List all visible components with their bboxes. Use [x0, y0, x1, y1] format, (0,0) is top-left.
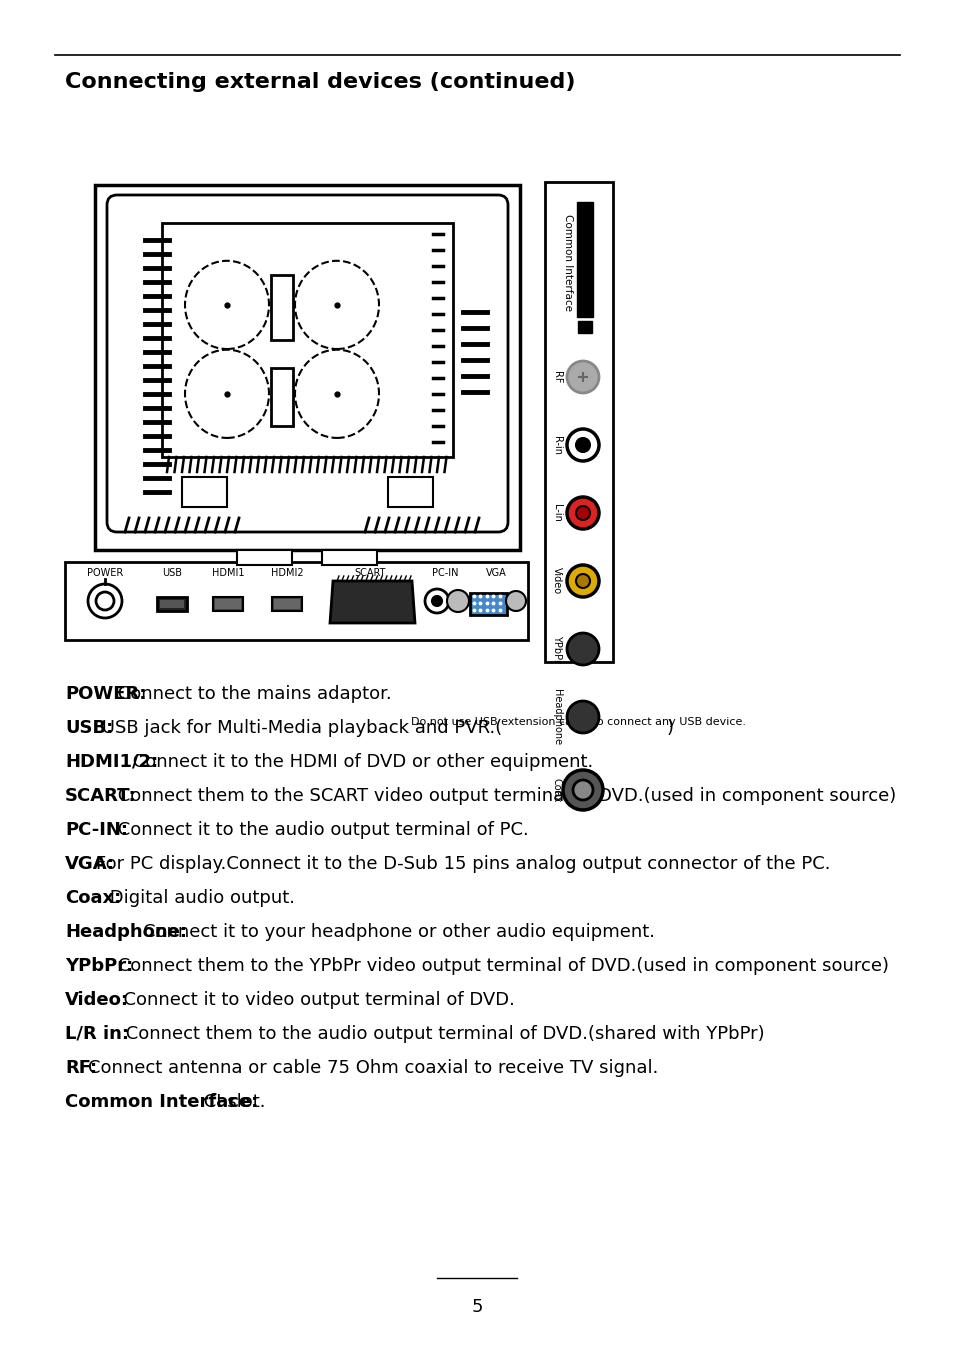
Circle shape [96, 593, 113, 610]
Bar [272, 597, 302, 612]
Text: L/R in:: L/R in: [65, 1025, 129, 1044]
Circle shape [88, 585, 122, 618]
Text: ): ) [665, 720, 673, 737]
Text: 5: 5 [471, 1297, 482, 1316]
Text: SCART:: SCART: [65, 787, 136, 805]
Bar [271, 275, 293, 340]
Circle shape [432, 595, 441, 606]
Text: VGA: VGA [485, 568, 506, 578]
Text: USB:: USB: [65, 720, 113, 737]
Text: L-in: L-in [552, 504, 561, 522]
FancyBboxPatch shape [107, 194, 507, 532]
Circle shape [566, 429, 598, 460]
Bar [213, 597, 243, 612]
Bar [65, 562, 527, 640]
Ellipse shape [294, 261, 378, 350]
Circle shape [576, 506, 589, 520]
Text: RF:: RF: [65, 1058, 97, 1077]
Circle shape [566, 701, 598, 733]
Text: HDMI2: HDMI2 [271, 568, 303, 578]
Text: Coax: Coax [552, 778, 561, 802]
Bar [578, 321, 592, 333]
Text: Headphone: Headphone [552, 688, 561, 745]
Text: RF: RF [552, 371, 561, 383]
Text: USB: USB [162, 568, 182, 578]
Bar [95, 185, 519, 549]
Text: POWER: POWER [87, 568, 123, 578]
Text: Connect it to the HDMI of DVD or other equipment.: Connect it to the HDMI of DVD or other e… [128, 753, 593, 771]
Text: Do not use USB extension cable to connect any USB device.: Do not use USB extension cable to connec… [411, 717, 745, 728]
Text: Coax:: Coax: [65, 890, 121, 907]
Text: PC-IN:: PC-IN: [65, 821, 128, 838]
Circle shape [566, 497, 598, 529]
Text: VGA:: VGA: [65, 855, 115, 873]
Bar [470, 593, 506, 616]
Bar [182, 477, 227, 508]
Bar [388, 477, 433, 508]
Text: HDMI1/2:: HDMI1/2: [65, 753, 158, 771]
Text: Connect antenna or cable 75 Ohm coaxial to receive TV signal.: Connect antenna or cable 75 Ohm coaxial … [89, 1058, 659, 1077]
Text: Connecting external devices (continued): Connecting external devices (continued) [65, 72, 575, 92]
Ellipse shape [185, 350, 269, 437]
Circle shape [447, 590, 469, 612]
Text: Connect it to your headphone or other audio equipment.: Connect it to your headphone or other au… [143, 923, 655, 941]
Text: Connect it to the audio output terminal of PC.: Connect it to the audio output terminal … [112, 821, 528, 838]
Text: POWER:: POWER: [65, 684, 146, 703]
Text: Connect them to the SCART video output terminal of DVD.(used in component source: Connect them to the SCART video output t… [112, 787, 895, 805]
Text: Video:: Video: [65, 991, 129, 1008]
Text: USB jack for Multi-Media playback and PVR.(: USB jack for Multi-Media playback and PV… [96, 720, 502, 737]
Bar [157, 597, 187, 612]
Bar [322, 549, 377, 566]
Bar [544, 182, 613, 662]
Text: YPbPr: YPbPr [552, 634, 561, 663]
Text: Connect them to the audio output terminal of DVD.(shared with YPbPr): Connect them to the audio output termina… [119, 1025, 763, 1044]
Bar [274, 599, 299, 609]
Circle shape [576, 437, 589, 452]
Text: Connect it to video output terminal of DVD.: Connect it to video output terminal of D… [112, 991, 514, 1008]
Text: Common Interface:: Common Interface: [65, 1094, 258, 1111]
Text: Digital audio output.: Digital audio output. [104, 890, 294, 907]
Ellipse shape [294, 350, 378, 437]
Bar [577, 202, 593, 317]
Text: For PC display.Connect it to the D-Sub 15 pins analog output connector of the PC: For PC display.Connect it to the D-Sub 1… [96, 855, 830, 873]
Text: SCART: SCART [354, 568, 385, 578]
Circle shape [424, 589, 449, 613]
Text: Connect them to the YPbPr video output terminal of DVD.(used in component source: Connect them to the YPbPr video output t… [112, 957, 888, 975]
Text: YPbPr:: YPbPr: [65, 957, 133, 975]
Bar [162, 223, 453, 458]
Text: Common Interface: Common Interface [562, 213, 573, 310]
Text: Headphone:: Headphone: [65, 923, 187, 941]
Text: CI slot.: CI slot. [197, 1094, 265, 1111]
Circle shape [576, 574, 589, 589]
Circle shape [566, 566, 598, 597]
Bar [237, 549, 293, 566]
Bar [160, 599, 184, 608]
Circle shape [566, 360, 598, 393]
Circle shape [566, 633, 598, 666]
Text: Video: Video [552, 567, 561, 594]
Bar [214, 599, 241, 609]
Ellipse shape [185, 261, 269, 350]
Circle shape [573, 780, 593, 801]
Text: Connect to the mains adaptor.: Connect to the mains adaptor. [112, 684, 391, 703]
Circle shape [505, 591, 525, 612]
Polygon shape [330, 580, 415, 622]
Bar [271, 367, 293, 425]
Circle shape [562, 769, 602, 810]
Text: R-in: R-in [552, 436, 561, 455]
Text: PC-IN: PC-IN [432, 568, 457, 578]
Text: HDMI1: HDMI1 [212, 568, 244, 578]
